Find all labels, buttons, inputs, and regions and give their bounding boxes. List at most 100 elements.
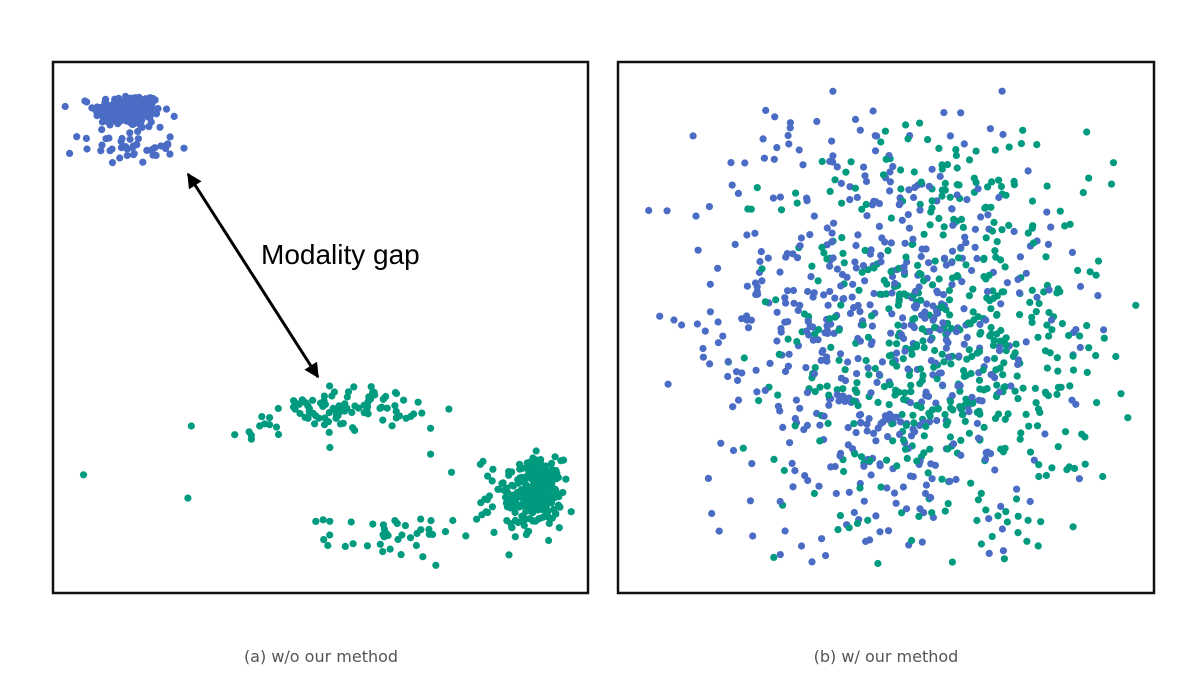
text-point bbox=[1043, 208, 1051, 216]
image-point bbox=[518, 492, 526, 500]
image-point bbox=[382, 392, 390, 401]
image-point bbox=[880, 383, 889, 391]
image-point bbox=[862, 356, 870, 365]
text-point bbox=[741, 159, 749, 167]
image-point bbox=[947, 398, 955, 406]
image-point bbox=[427, 424, 435, 432]
text-point bbox=[1007, 382, 1015, 390]
image-point bbox=[891, 391, 899, 399]
text-point bbox=[948, 259, 956, 267]
text-point bbox=[918, 245, 926, 253]
text-point bbox=[785, 350, 793, 358]
text-point bbox=[1024, 167, 1032, 175]
text-point bbox=[693, 320, 702, 328]
text-point bbox=[820, 291, 828, 299]
image-point bbox=[864, 516, 872, 524]
image-point bbox=[958, 411, 967, 419]
text-point bbox=[862, 177, 871, 186]
image-point bbox=[915, 512, 923, 521]
image-point bbox=[363, 405, 371, 414]
text-point bbox=[909, 322, 918, 330]
text-point bbox=[957, 451, 965, 459]
image-point bbox=[319, 516, 327, 524]
text-point bbox=[900, 334, 908, 343]
text-point bbox=[764, 254, 772, 262]
text-point bbox=[126, 118, 134, 126]
image-point bbox=[982, 506, 990, 514]
text-point bbox=[751, 229, 759, 237]
text-point bbox=[928, 165, 936, 173]
text-point bbox=[724, 372, 732, 381]
text-point bbox=[940, 254, 949, 262]
image-point bbox=[739, 444, 747, 452]
image-point bbox=[784, 335, 792, 343]
image-point bbox=[419, 553, 427, 561]
image-point bbox=[955, 181, 963, 189]
text-point bbox=[833, 163, 841, 171]
text-point bbox=[829, 158, 837, 166]
image-point bbox=[916, 365, 925, 373]
text-point bbox=[804, 318, 812, 326]
text-point bbox=[923, 300, 931, 308]
image-point bbox=[1014, 395, 1022, 403]
text-point bbox=[670, 316, 678, 324]
text-point bbox=[878, 358, 887, 366]
image-point bbox=[462, 532, 470, 540]
text-point bbox=[782, 299, 790, 307]
text-point bbox=[942, 344, 951, 352]
image-point bbox=[489, 465, 497, 473]
image-point bbox=[1001, 263, 1009, 271]
image-point bbox=[908, 350, 916, 358]
image-point bbox=[425, 530, 433, 538]
text-point bbox=[98, 118, 106, 126]
image-point bbox=[511, 533, 519, 541]
image-point bbox=[344, 388, 353, 396]
image-point bbox=[740, 354, 748, 362]
text-point bbox=[884, 433, 892, 441]
image-point bbox=[1012, 495, 1021, 503]
image-point bbox=[1024, 229, 1032, 237]
image-point bbox=[889, 437, 897, 445]
text-point bbox=[856, 126, 864, 134]
text-point bbox=[61, 102, 69, 111]
image-point bbox=[944, 500, 952, 508]
image-point bbox=[400, 396, 408, 404]
text-point bbox=[73, 133, 81, 141]
text-point bbox=[162, 105, 171, 113]
image-point bbox=[1081, 460, 1089, 468]
image-point bbox=[938, 161, 946, 169]
image-point bbox=[893, 462, 901, 470]
image-point bbox=[831, 313, 839, 321]
image-point bbox=[965, 292, 974, 300]
image-point bbox=[927, 208, 935, 216]
image-point bbox=[967, 369, 975, 378]
text-point bbox=[898, 216, 906, 224]
image-point bbox=[311, 420, 319, 428]
text-point bbox=[906, 472, 915, 480]
text-point bbox=[904, 211, 912, 219]
image-point bbox=[885, 401, 893, 409]
text-point bbox=[807, 273, 815, 281]
image-point bbox=[266, 414, 274, 422]
text-point bbox=[100, 103, 108, 112]
text-point bbox=[983, 287, 992, 296]
image-point bbox=[544, 507, 552, 515]
image-point bbox=[811, 364, 819, 372]
image-point bbox=[488, 503, 496, 511]
text-point bbox=[149, 151, 157, 159]
text-point bbox=[846, 309, 855, 317]
image-point bbox=[986, 332, 994, 340]
text-point bbox=[823, 353, 831, 361]
image-point bbox=[884, 247, 892, 255]
text-point bbox=[829, 152, 837, 160]
image-point bbox=[810, 489, 819, 498]
image-point bbox=[975, 376, 984, 384]
image-point bbox=[412, 541, 420, 550]
text-point bbox=[830, 219, 838, 227]
text-point bbox=[822, 552, 830, 560]
image-point bbox=[1065, 331, 1073, 340]
text-point bbox=[823, 327, 831, 335]
image-point bbox=[1002, 334, 1010, 342]
image-point bbox=[379, 416, 387, 424]
